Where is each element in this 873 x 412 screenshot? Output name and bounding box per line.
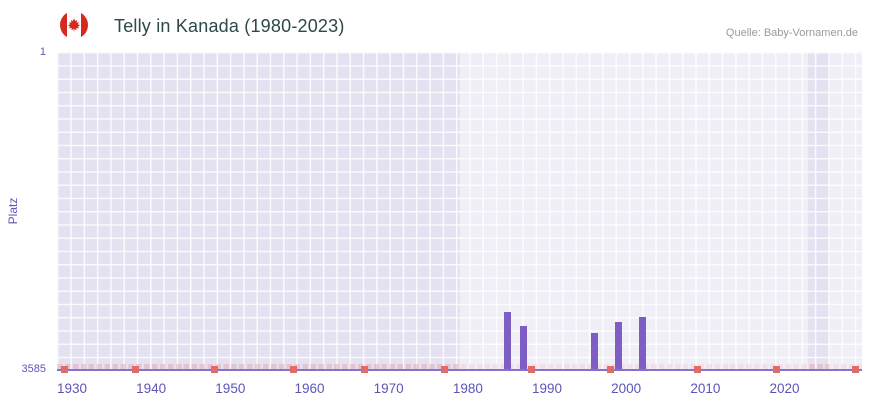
x-tick-2000: 2000 <box>611 381 642 396</box>
plot-area <box>57 52 862 370</box>
x-tick-1970: 1970 <box>373 381 404 396</box>
x-axis-line <box>57 369 862 371</box>
bar-year-1987[interactable] <box>519 326 527 370</box>
chart-title: Telly in Kanada (1980-2023) <box>114 16 345 36</box>
x-tick-1950: 1950 <box>215 381 246 396</box>
canada-flag-icon <box>60 11 88 39</box>
x-tick-1940: 1940 <box>136 381 167 396</box>
x-tick-1960: 1960 <box>294 381 325 396</box>
x-tick-1980: 1980 <box>452 381 483 396</box>
source-attribution: Quelle: Baby-Vornamen.de <box>725 27 858 39</box>
bar-year-1985[interactable] <box>503 311 511 370</box>
highlight-band-1 <box>459 52 809 370</box>
bar-year-1996[interactable] <box>591 333 599 370</box>
bar-year-2002[interactable] <box>638 317 646 370</box>
y-axis-label: Platz <box>6 197 20 225</box>
y-tick-rank-1: 1 <box>39 46 46 58</box>
bar-year-1999[interactable] <box>614 321 622 370</box>
y-tick-rank-3585: 3585 <box>21 363 46 375</box>
x-tick-1990: 1990 <box>531 381 563 396</box>
no-rank-strip <box>57 364 862 370</box>
x-tick-2020: 2020 <box>769 381 800 396</box>
x-tick-1930: 1930 <box>56 381 88 396</box>
highlight-band-2 <box>828 52 862 370</box>
x-tick-2010: 2010 <box>690 381 721 396</box>
